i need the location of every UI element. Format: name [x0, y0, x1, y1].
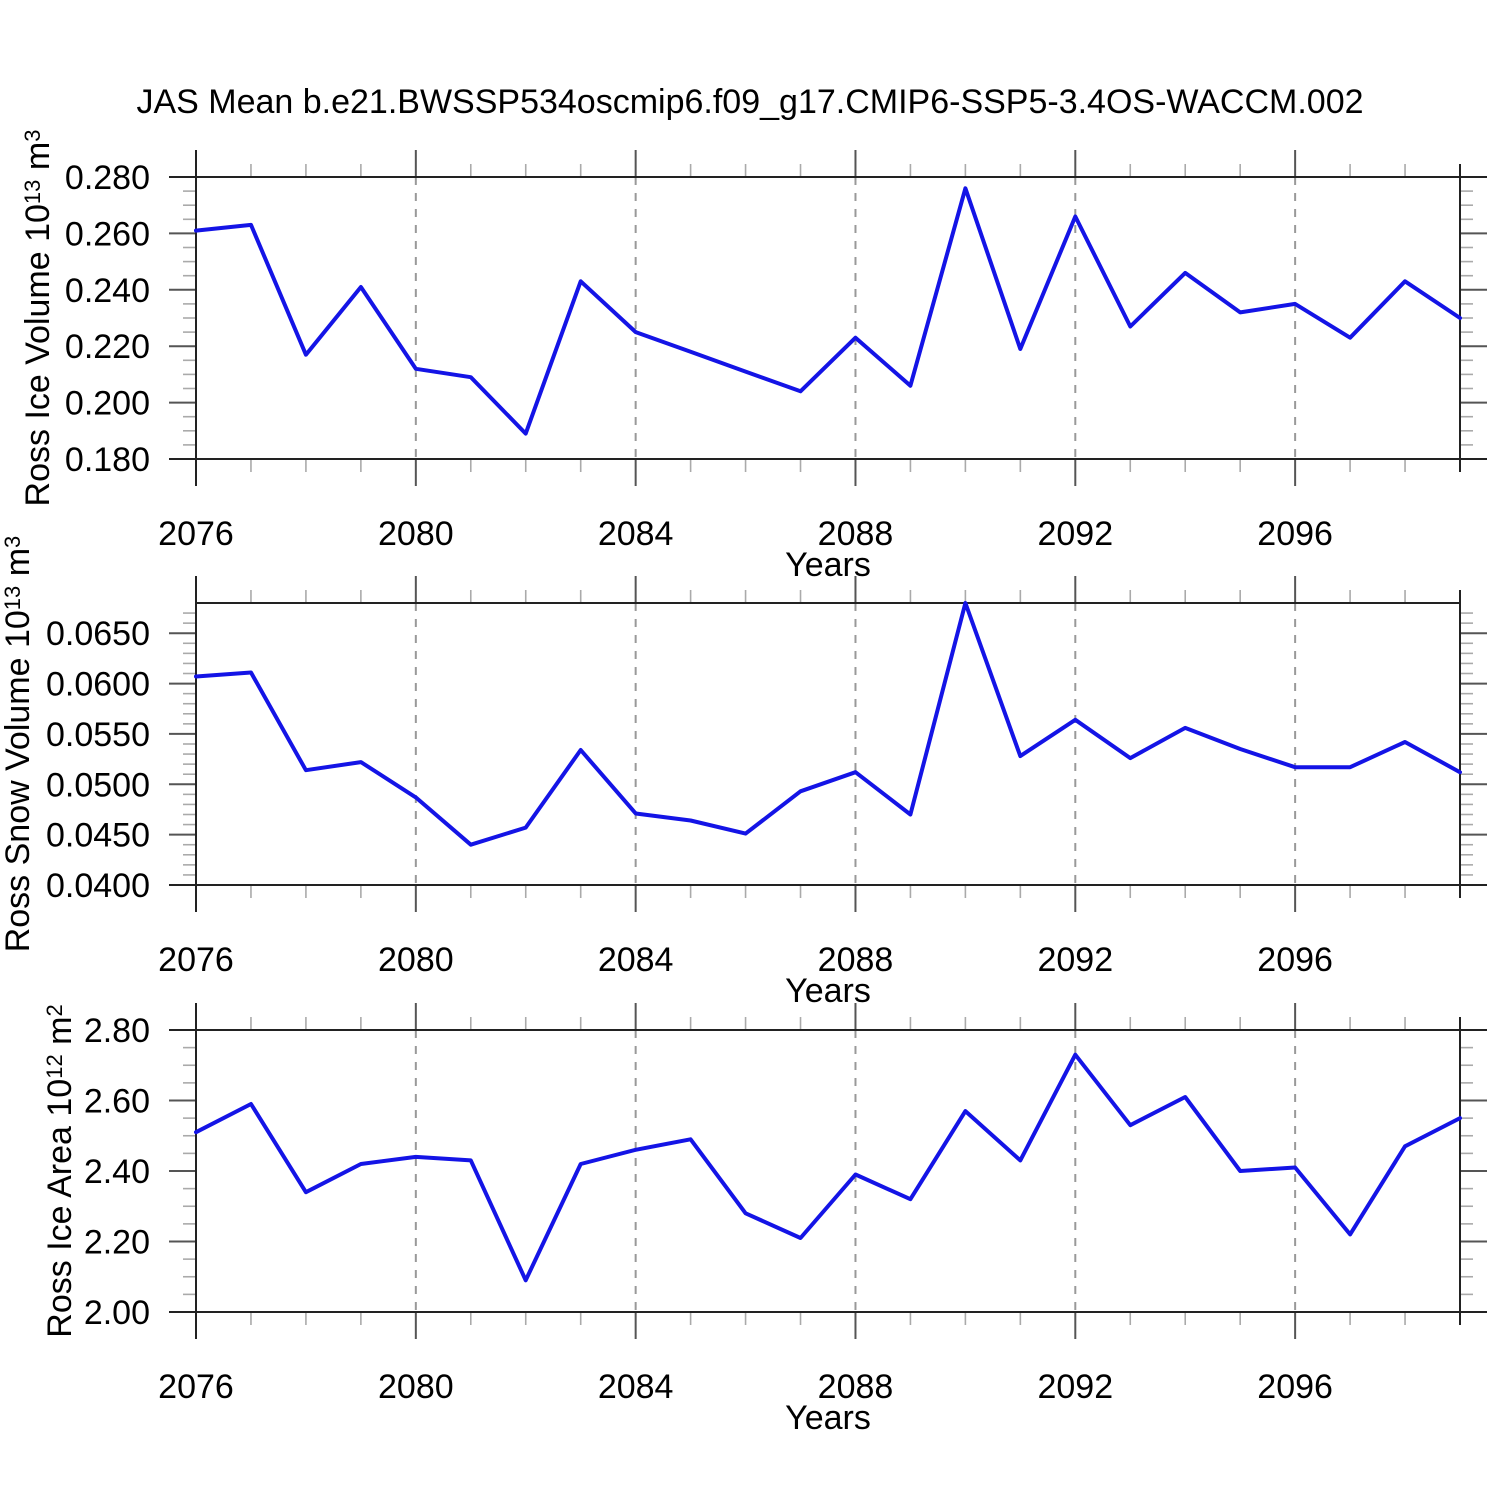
x-tick-label: 2092	[1037, 1368, 1113, 1406]
y-tick-label: 2.80	[84, 1012, 150, 1050]
y-axis-label-unit: m	[41, 1016, 79, 1055]
y-tick-label: 0.200	[65, 385, 150, 423]
y-axis-label-exponent: 13	[0, 585, 25, 611]
y-axis-label-unit: m	[0, 547, 37, 586]
y-tick-label: 0.0550	[46, 716, 150, 754]
y-tick-label: 0.0450	[46, 817, 150, 855]
y-axis-label-text: Ross Ice Area 10	[41, 1078, 79, 1338]
y-tick-label: 2.60	[84, 1083, 150, 1121]
x-axis-title-panel3: Years	[785, 1399, 871, 1437]
y-tick-label: 0.240	[65, 272, 150, 310]
x-tick-label: 2084	[598, 515, 674, 553]
x-axis-title-panel2: Years	[785, 972, 871, 1010]
x-tick-label: 2092	[1037, 941, 1113, 979]
x-tick-label: 2076	[158, 515, 234, 553]
figure-title: JAS Mean b.e21.BWSSP534oscmip6.f09_g17.C…	[136, 83, 1364, 121]
y-axis-label-text: Ross Snow Volume 10	[0, 610, 37, 953]
x-tick-label: 2084	[598, 941, 674, 979]
y-tick-label: 2.00	[84, 1294, 150, 1332]
x-tick-label: 2080	[378, 515, 454, 553]
data-line-ross-snow-volume	[194, 601, 1462, 847]
x-tick-label: 2080	[378, 1368, 454, 1406]
x-axis-title-panel1: Years	[785, 546, 871, 584]
x-tick-label: 2076	[158, 1368, 234, 1406]
y-axis-label-ice-area: Ross Ice Area 1012 m2	[38, 851, 82, 1491]
x-tick-label: 2092	[1037, 515, 1113, 553]
x-tick-label: 2096	[1257, 1368, 1333, 1406]
y-axis-label-exponent: 13	[20, 179, 45, 205]
y-tick-label: 0.0650	[46, 615, 150, 653]
x-tick-label: 2076	[158, 941, 234, 979]
y-tick-label: 2.20	[84, 1224, 150, 1262]
x-tick-label: 2080	[378, 941, 454, 979]
y-axis-label-unit-exponent: 3	[20, 129, 45, 142]
y-axis-label-unit: m	[19, 141, 57, 180]
y-tick-label: 0.220	[65, 328, 150, 366]
y-tick-label: 0.260	[65, 215, 150, 253]
y-tick-label: 0.180	[65, 441, 150, 479]
y-axis-label-unit-exponent: 2	[42, 1004, 67, 1017]
x-tick-label: 2096	[1257, 515, 1333, 553]
y-tick-label: 2.40	[84, 1153, 150, 1191]
x-tick-label: 2084	[598, 1368, 674, 1406]
y-tick-label: 0.0500	[46, 766, 150, 804]
data-line-ross-ice-area	[194, 1052, 1462, 1283]
y-tick-label: 0.0600	[46, 666, 150, 704]
y-axis-label-exponent: 12	[42, 1054, 67, 1079]
data-line-ross-ice-volume	[194, 186, 1462, 436]
x-tick-label: 2096	[1257, 941, 1333, 979]
y-tick-label: 0.280	[65, 159, 150, 197]
y-axis-label-unit-exponent: 3	[0, 535, 25, 548]
y-axis-label-snow-volume: Ross Snow Volume 1013 m3	[0, 424, 40, 1064]
